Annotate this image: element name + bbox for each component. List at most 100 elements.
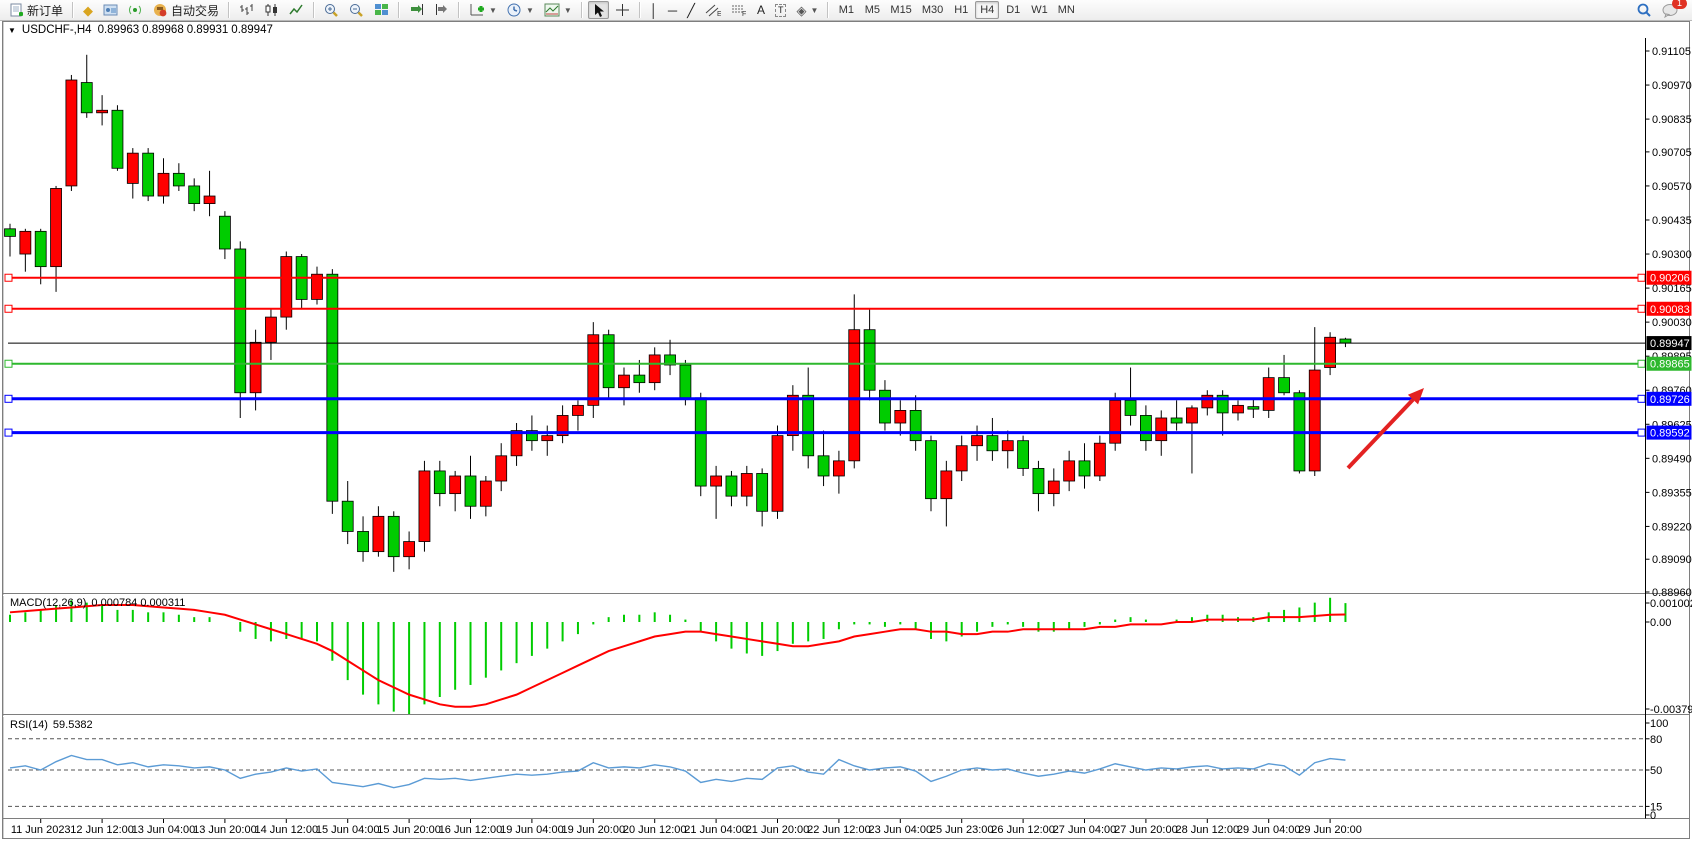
candle-body (1032, 468, 1045, 495)
auto-scroll-button[interactable] (405, 1, 428, 19)
candle-body (572, 404, 584, 416)
line-handle[interactable] (1637, 304, 1646, 313)
price-tick-label: 0.90705 (1652, 147, 1692, 159)
equidistant-channel-button[interactable]: E (701, 1, 725, 19)
price-axis[interactable]: 0.91105 0.90970 0.90835 0.90705 0.90570 0.904… (1645, 38, 1692, 822)
autotrade-button[interactable]: 自动交易 (149, 1, 223, 19)
new-order-icon (10, 3, 23, 16)
line-chart-icon (289, 4, 303, 15)
ohlc-low: 0.89931 (186, 24, 229, 36)
candle-body (633, 374, 646, 384)
line-handle[interactable] (4, 428, 13, 437)
line-handle[interactable] (1637, 394, 1646, 403)
chat-button[interactable]: 1 (1658, 0, 1687, 19)
search-button[interactable] (1632, 1, 1656, 19)
chart-symbol-period: USDCHF-,H4 (21, 24, 92, 36)
arrow-annotation[interactable] (1346, 388, 1424, 470)
candle-body (341, 500, 354, 532)
timeframe-m30-button[interactable]: M30 (918, 1, 947, 19)
signal-button[interactable] (124, 1, 147, 19)
candle-body (1017, 440, 1029, 469)
candle-body (464, 475, 477, 507)
price-tick-label: 0.89490 (1652, 453, 1692, 465)
cursor-button[interactable] (587, 1, 609, 19)
trendline-button[interactable]: ╱ (683, 1, 699, 19)
quotes-icon: ◆ (83, 2, 94, 18)
rsi-tick-label: 100 (1650, 718, 1668, 730)
line-handle[interactable] (1637, 359, 1646, 368)
bar-chart-icon (240, 4, 253, 15)
crosshair-button[interactable] (611, 1, 634, 19)
candle-body (479, 480, 492, 507)
candle-body (587, 334, 600, 406)
ohlc-open: 0.89963 (97, 24, 140, 36)
vertical-line-icon: │ (649, 2, 658, 18)
candlestick-chart-button[interactable] (260, 1, 283, 19)
line-handle[interactable] (1637, 273, 1646, 282)
timeframe-w1-button[interactable]: W1 (1027, 1, 1052, 19)
periods-button[interactable]: ▼ (503, 1, 538, 19)
price-label-box (1646, 425, 1692, 440)
macd-tick-label: 0.001002 (1650, 598, 1692, 610)
rsi-name: RSI(14) (10, 719, 48, 731)
line-handle[interactable] (1637, 428, 1646, 437)
timeframe-m15-button[interactable]: M15 (886, 1, 915, 19)
candle-body (526, 430, 538, 442)
tile-windows-button[interactable] (370, 1, 393, 19)
timeframe-h4-button[interactable]: H4 (975, 1, 1000, 19)
price-tick-label: 0.90300 (1652, 249, 1692, 261)
timeframe-h1-button[interactable]: H1 (949, 1, 973, 19)
zoom-out-button[interactable] (345, 1, 368, 19)
candle-body (802, 394, 815, 457)
indicators-button[interactable]: ▼ (465, 1, 501, 19)
zoom-in-button[interactable] (320, 1, 343, 19)
line-handle[interactable] (4, 273, 13, 282)
navigator-button[interactable] (99, 1, 122, 19)
horizontal-line-button[interactable]: ─ (664, 1, 681, 19)
timeframe-m1-button[interactable]: M1 (834, 1, 858, 19)
line-handle[interactable] (4, 304, 13, 313)
text-label-button[interactable]: T (771, 1, 791, 19)
symbol-dropdown-icon[interactable]: ▼ (8, 25, 16, 35)
toolbar: 新订单 ◆ 自动交易 ▼ ▼ ▼ │ ─ ╱ E F A T ◈ ▼ M1 M5 M1… (0, 0, 1692, 21)
candle-body (771, 435, 784, 512)
candle-body (50, 188, 62, 268)
candle-body (311, 273, 323, 300)
candle-body (863, 329, 876, 391)
line-handle[interactable] (4, 359, 13, 368)
macd-signal-line (9, 604, 1346, 708)
bar-chart-button[interactable] (235, 1, 258, 19)
arrows-button[interactable]: ◈ ▼ (792, 1, 822, 19)
fibonacci-button[interactable]: F (727, 1, 751, 19)
candle-body (418, 470, 431, 542)
templates-button[interactable]: ▼ (540, 1, 576, 19)
candle-body (34, 230, 47, 268)
vertical-line-button[interactable]: │ (646, 1, 662, 19)
candle-body (372, 515, 385, 553)
chart-shift-button[interactable] (430, 1, 453, 19)
candle-body (1063, 460, 1076, 482)
candle-body (1155, 417, 1168, 442)
line-handle[interactable] (4, 394, 13, 403)
candle-body (1278, 377, 1290, 394)
time-tick-label: 23 Jun 04:00 (868, 824, 932, 836)
timeframe-mn-button[interactable]: MN (1054, 1, 1079, 19)
timeframe-d1-button[interactable]: D1 (1001, 1, 1025, 19)
zoom-in-icon (325, 3, 338, 17)
candle-body (449, 475, 462, 495)
new-order-button[interactable]: 新订单 (5, 1, 67, 19)
price-tick-label: 0.90570 (1652, 181, 1692, 193)
time-tick-label: 19 Jun 20:00 (561, 824, 625, 836)
candle-body (218, 215, 231, 250)
time-tick-label: 16 Jun 12:00 (439, 824, 503, 836)
timeframe-m5-button[interactable]: M5 (860, 1, 884, 19)
chart-title-bar: ▼ USDCHF-,H4 0.89963 0.89968 0.89931 0.8… (3, 23, 273, 37)
time-tick-label: 27 Jun 04:00 (1053, 824, 1117, 836)
quotes-button[interactable]: ◆ (79, 1, 97, 19)
candles-layer (4, 54, 1352, 572)
separator (72, 2, 75, 18)
text-button[interactable]: A (753, 1, 769, 19)
line-chart-button[interactable] (285, 1, 308, 19)
